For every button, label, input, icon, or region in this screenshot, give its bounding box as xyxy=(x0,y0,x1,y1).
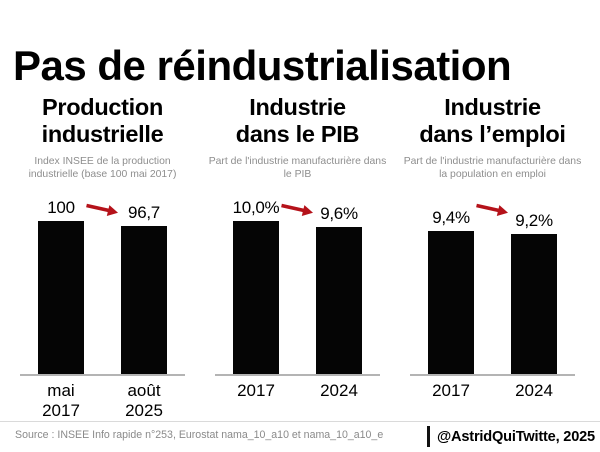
x-label: août 2025 xyxy=(121,381,167,421)
x-label: 2024 xyxy=(316,381,362,401)
chart-title: Industrie dans le PIB xyxy=(215,94,380,149)
author-credit: @AstridQuiTwitte, 2025 xyxy=(437,429,595,445)
x-label-line1: 2017 xyxy=(432,381,470,400)
bar xyxy=(233,221,279,374)
bar xyxy=(511,234,557,374)
plot-area: 9,4% 9,2% xyxy=(410,194,575,376)
chart-title-line1: Production xyxy=(41,94,164,120)
x-label-line1: mai xyxy=(47,381,75,400)
decline-arrow-icon xyxy=(476,203,508,216)
chart-subtitle: Part de l'industrie manufacturière dans … xyxy=(403,156,582,181)
x-label-line1: 2024 xyxy=(515,381,553,400)
value-label: 9,2% xyxy=(515,211,553,230)
x-label: 2017 xyxy=(233,381,279,401)
plot-area: 100 96,7 xyxy=(20,194,185,376)
chart-title-line1: Industrie xyxy=(249,94,346,120)
bar xyxy=(38,221,84,374)
chart-title: Industrie dans l’emploi xyxy=(410,94,575,149)
x-label-line1: 2024 xyxy=(320,381,358,400)
x-label: 2024 xyxy=(511,381,557,401)
plot-area: 10,0% 9,6% xyxy=(215,194,380,376)
decline-arrow-icon xyxy=(86,203,118,216)
x-label-line2: 2017 xyxy=(42,401,80,421)
page-title: Pas de réindustrialisation xyxy=(13,42,512,90)
chart-title-line2: industrielle xyxy=(41,121,164,148)
x-label-line1: 2017 xyxy=(237,381,275,400)
x-label: mai 2017 xyxy=(38,381,84,421)
chart-title-line2: dans le PIB xyxy=(235,121,360,148)
bar-group-2017: 10,0% xyxy=(232,198,280,374)
bar xyxy=(316,227,362,374)
value-label: 9,4% xyxy=(432,208,470,227)
credit-separator xyxy=(427,426,430,447)
value-label: 96,7 xyxy=(128,203,160,222)
footer-divider xyxy=(0,421,600,422)
x-label-line2: 2025 xyxy=(125,401,163,421)
value-label: 9,6% xyxy=(320,204,358,223)
chart-title-line2: dans l’emploi xyxy=(419,121,566,148)
bar xyxy=(121,226,167,374)
chart-title-line1: Industrie xyxy=(444,94,541,120)
source-text: Source : INSEE Info rapide n°253, Eurost… xyxy=(15,429,384,441)
chart-industrie-emploi: Industrie dans l’emploi Part de l'industr… xyxy=(404,0,582,452)
decline-arrow-icon xyxy=(281,203,313,216)
x-label: 2017 xyxy=(428,381,474,401)
chart-title: Production industrielle xyxy=(20,94,185,149)
bar xyxy=(428,231,474,374)
x-label-line1: août xyxy=(127,381,161,400)
chart-production-industrielle: Production industrielle Index INSEE de la… xyxy=(20,0,185,452)
bar-group-2025: 96,7 xyxy=(121,203,167,374)
chart-industrie-pib: Industrie dans le PIB Part de l'industrie… xyxy=(209,0,387,452)
chart-subtitle: Index INSEE de la production industriell… xyxy=(28,156,177,181)
value-label: 10,0% xyxy=(232,198,280,217)
bar-group-2017: 9,4% xyxy=(428,208,474,374)
bar-group-2024: 9,2% xyxy=(511,211,557,374)
value-label: 100 xyxy=(47,198,75,217)
bar-group-2017: 100 xyxy=(38,198,84,374)
chart-subtitle: Part de l'industrie manufacturière dans … xyxy=(208,156,387,181)
bar-group-2024: 9,6% xyxy=(316,204,362,374)
